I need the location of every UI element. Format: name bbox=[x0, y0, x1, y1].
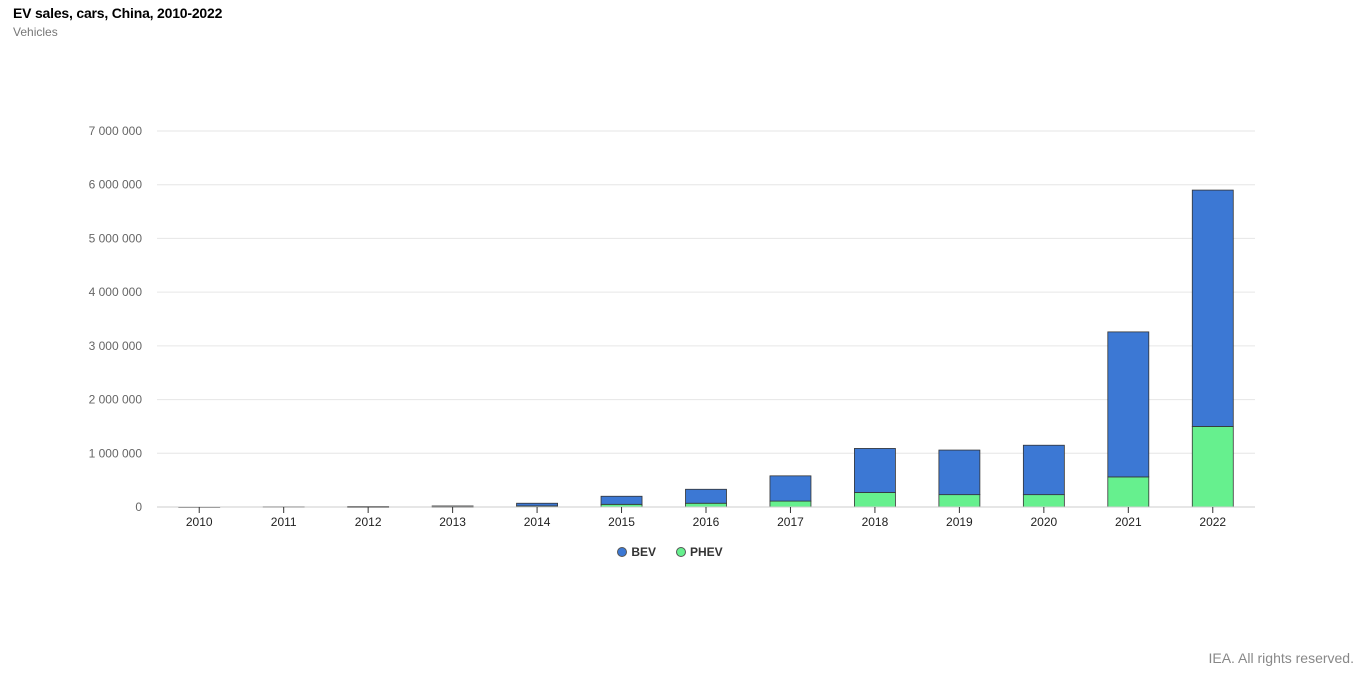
bar-bev-2014[interactable] bbox=[516, 502, 558, 507]
bar-phev-2020[interactable] bbox=[1022, 494, 1065, 508]
x-tick-label: 2014 bbox=[524, 515, 551, 529]
bar-phev-2016[interactable] bbox=[685, 502, 727, 508]
bar-bev-2016[interactable] bbox=[685, 488, 727, 504]
chart-legend: BEV PHEV bbox=[0, 545, 1340, 559]
y-tick-label: 5 000 000 bbox=[89, 231, 143, 245]
bar-bev-2021[interactable] bbox=[1107, 331, 1150, 478]
bar-phev-2018[interactable] bbox=[854, 492, 896, 508]
x-tick-label: 2012 bbox=[355, 515, 382, 529]
chart-title: EV sales, cars, China, 2010-2022 bbox=[13, 5, 223, 21]
legend-label: PHEV bbox=[690, 545, 723, 559]
y-tick-label: 3 000 000 bbox=[89, 339, 143, 353]
legend-swatch bbox=[617, 547, 628, 557]
x-tick-label: 2011 bbox=[271, 515, 297, 529]
x-tick-label: 2015 bbox=[608, 515, 635, 529]
credits-text: IEA. All rights reserved. bbox=[1208, 650, 1354, 666]
x-tick-label: 2021 bbox=[1115, 515, 1142, 529]
x-tick-label: 2013 bbox=[439, 515, 466, 529]
bar-chart: 0 1 000 000 2 000 000 3 000 000 4 000 000 5 0… bbox=[89, 124, 1255, 529]
x-tick-label: 2022 bbox=[1199, 515, 1226, 529]
y-tick-label: 6 000 000 bbox=[89, 178, 143, 192]
bar-phev-2021[interactable] bbox=[1107, 476, 1150, 508]
bar-phev-2022[interactable] bbox=[1191, 426, 1234, 508]
legend-label: BEV bbox=[631, 545, 656, 559]
x-tick-label: 2016 bbox=[693, 515, 720, 529]
y-tick-label: 1 000 000 bbox=[89, 446, 143, 460]
x-tick-label: 2017 bbox=[777, 515, 804, 529]
bars bbox=[178, 189, 1234, 508]
bar-bev-2017[interactable] bbox=[769, 475, 812, 502]
x-axis: 2010 2011 2012 2013 2014 2015 2016 2017 2018 2019… bbox=[157, 506, 1255, 529]
x-tick-label: 2019 bbox=[946, 515, 973, 529]
bar-bev-2020[interactable] bbox=[1022, 444, 1065, 496]
bar-phev-2017[interactable] bbox=[769, 500, 812, 508]
x-tick-label: 2020 bbox=[1030, 515, 1057, 529]
bar-phev-2019[interactable] bbox=[938, 494, 981, 508]
y-tick-label: 7 000 000 bbox=[89, 124, 143, 138]
bar-bev-2019[interactable] bbox=[938, 449, 981, 496]
y-tick-label: 0 bbox=[135, 500, 142, 514]
legend-item-bev[interactable]: BEV bbox=[617, 545, 656, 559]
y-tick-label: 2 000 000 bbox=[89, 393, 143, 407]
legend-item-phev[interactable]: PHEV bbox=[676, 545, 723, 559]
x-tick-label: 2018 bbox=[862, 515, 889, 529]
chart-subtitle: Vehicles bbox=[13, 25, 58, 39]
y-tick-label: 4 000 000 bbox=[89, 285, 143, 299]
y-axis-ticks: 0 1 000 000 2 000 000 3 000 000 4 000 000 5 0… bbox=[89, 124, 143, 514]
x-tick-label: 2010 bbox=[186, 515, 213, 529]
bar-bev-2015[interactable] bbox=[600, 495, 643, 505]
bar-bev-2022[interactable] bbox=[1191, 189, 1234, 427]
legend-swatch bbox=[676, 547, 686, 557]
bar-bev-2018[interactable] bbox=[854, 448, 896, 493]
gridlines bbox=[157, 130, 1255, 454]
